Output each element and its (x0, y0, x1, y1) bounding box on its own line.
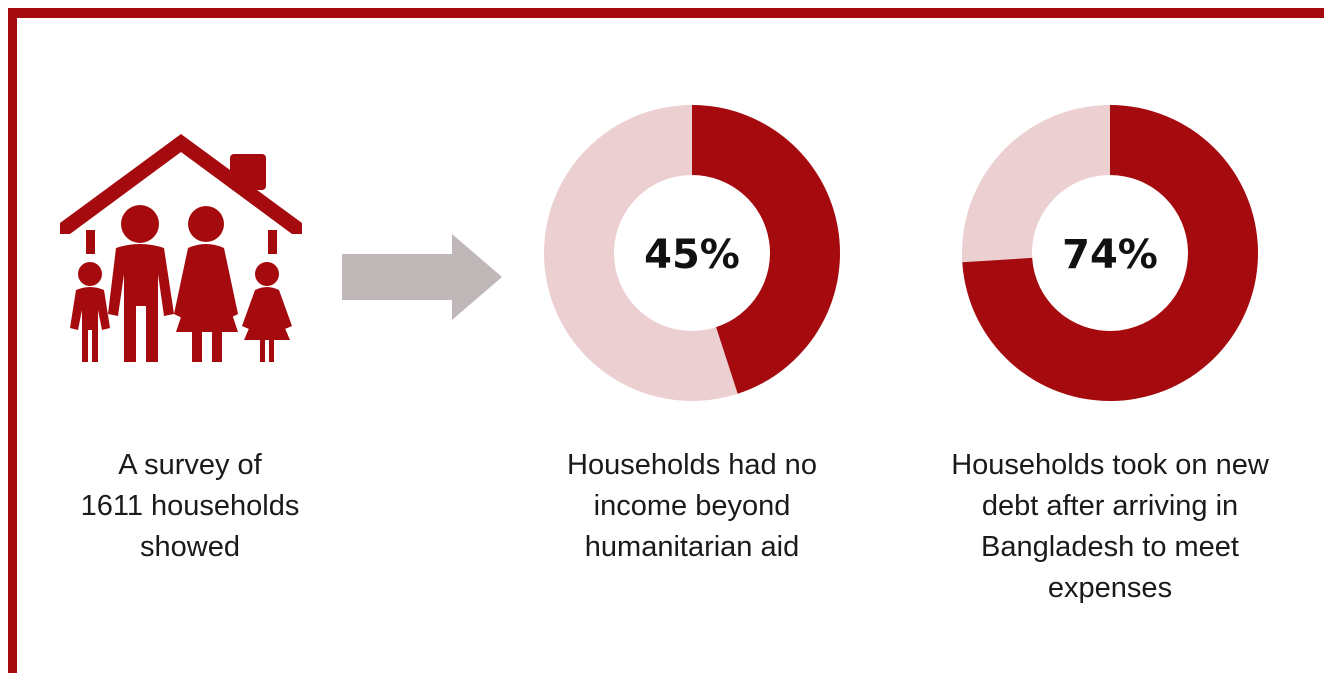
donut-chart-no-income: 45% (544, 105, 840, 401)
caption-line: humanitarian aid (584, 531, 800, 563)
donut-caption-new-debt: Households took on new debt after arrivi… (900, 445, 1320, 609)
donut-value-label: 45% (644, 232, 740, 278)
caption-line: Bangladesh to meet (981, 531, 1239, 563)
frame-left-border (8, 8, 17, 673)
caption-line: debt after arriving in (981, 490, 1239, 522)
caption-line: showed (140, 531, 240, 563)
caption-line: income beyond (593, 490, 791, 522)
family-house-icon (60, 134, 302, 362)
caption-line: Households had no (567, 449, 817, 481)
donut-slice-value (962, 105, 1258, 401)
frame-top-border (8, 8, 1324, 18)
caption-line: expenses (1047, 572, 1173, 604)
donut-caption-no-income: Households had no income beyond humanita… (522, 445, 862, 568)
donut-chart-new-debt: 74% (962, 105, 1258, 401)
survey-caption: A survey of 1611 households showed (60, 445, 320, 568)
caption-line: 1611 households (80, 490, 300, 522)
donut-slice-value (692, 105, 840, 394)
caption-line: A survey of (118, 449, 262, 481)
donut-value-label: 74% (1062, 232, 1158, 278)
caption-line: Households took on new (951, 449, 1269, 481)
arrow-right-icon (342, 234, 502, 320)
